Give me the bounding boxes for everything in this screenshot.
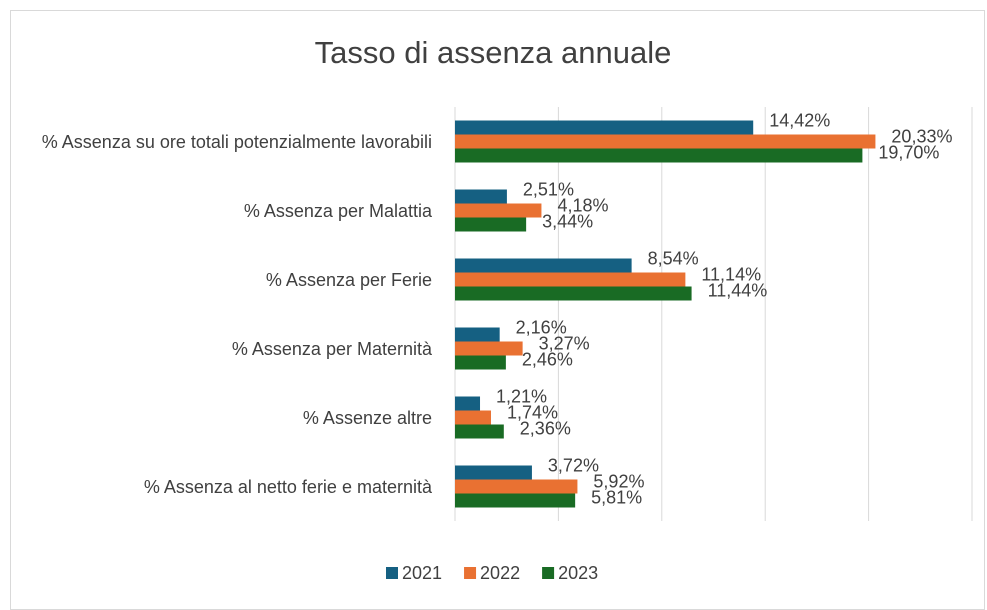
y-tick-label-text: % Assenza al netto ferie e maternità: [143, 476, 432, 497]
legend-swatch: [542, 567, 555, 579]
bar: [455, 258, 632, 273]
y-tick-label-text: % Assenza per Maternità: [231, 338, 432, 359]
data-label: 11,14%: [701, 264, 761, 284]
bar: [455, 120, 754, 135]
legend-label: 2022: [480, 563, 520, 583]
data-label: 5,81%: [591, 487, 642, 507]
data-label: 14,42%: [769, 110, 830, 130]
bar: [455, 286, 692, 301]
data-label: 3,44%: [542, 211, 593, 231]
y-tick-label: % Assenza al netto ferie e maternità: [12, 475, 432, 499]
y-tick-label-text: % Assenza per Ferie: [265, 269, 432, 290]
data-label: 11,44%: [708, 280, 768, 300]
data-label: 19,70%: [878, 142, 939, 162]
data-label: 2,36%: [520, 418, 571, 438]
data-label: 8,54%: [648, 248, 699, 268]
y-tick-label: % Assenza per Malattia: [12, 199, 432, 223]
y-tick-label: % Assenza su ore totali potenzialmente l…: [12, 130, 432, 154]
bar: [455, 410, 491, 425]
y-tick-label: % Assenze altre: [12, 406, 432, 430]
y-tick-label-text: % Assenze altre: [302, 407, 432, 428]
data-label: 4,18%: [557, 195, 608, 215]
data-label: 3,27%: [539, 333, 590, 353]
y-tick-label: % Assenza per Maternità: [12, 337, 432, 361]
y-tick-label-text: % Assenza su ore totali potenzialmente l…: [41, 131, 432, 152]
bar: [455, 355, 506, 370]
legend-label: 2023: [558, 563, 598, 583]
y-tick-label-text: % Assenza per Malattia: [243, 200, 432, 221]
bar: [455, 272, 686, 287]
data-label: 2,51%: [523, 179, 574, 199]
data-label: 3,72%: [548, 455, 599, 475]
data-label: 2,46%: [522, 349, 573, 369]
bar: [455, 134, 876, 149]
bar: [455, 327, 500, 342]
data-label: 2,16%: [516, 317, 567, 337]
legend-label: 2021: [402, 563, 442, 583]
bar: [455, 341, 523, 356]
data-label: 1,21%: [496, 386, 547, 406]
bar: [455, 203, 542, 218]
bar: [455, 217, 527, 232]
legend-swatch: [464, 567, 477, 579]
bar: [455, 148, 863, 163]
bar: [455, 189, 507, 204]
bar: [455, 424, 504, 439]
bar: [455, 479, 578, 494]
legend-swatch: [386, 567, 398, 579]
bar: [455, 396, 481, 411]
y-tick-label: % Assenza per Ferie: [12, 268, 432, 292]
data-label: 5,92%: [593, 471, 644, 491]
chart-title: Tasso di assenza annuale: [315, 35, 672, 70]
data-label: 1,74%: [507, 402, 558, 422]
bar: [455, 493, 576, 508]
bar: [455, 465, 532, 480]
data-label: 20,33%: [891, 126, 952, 146]
